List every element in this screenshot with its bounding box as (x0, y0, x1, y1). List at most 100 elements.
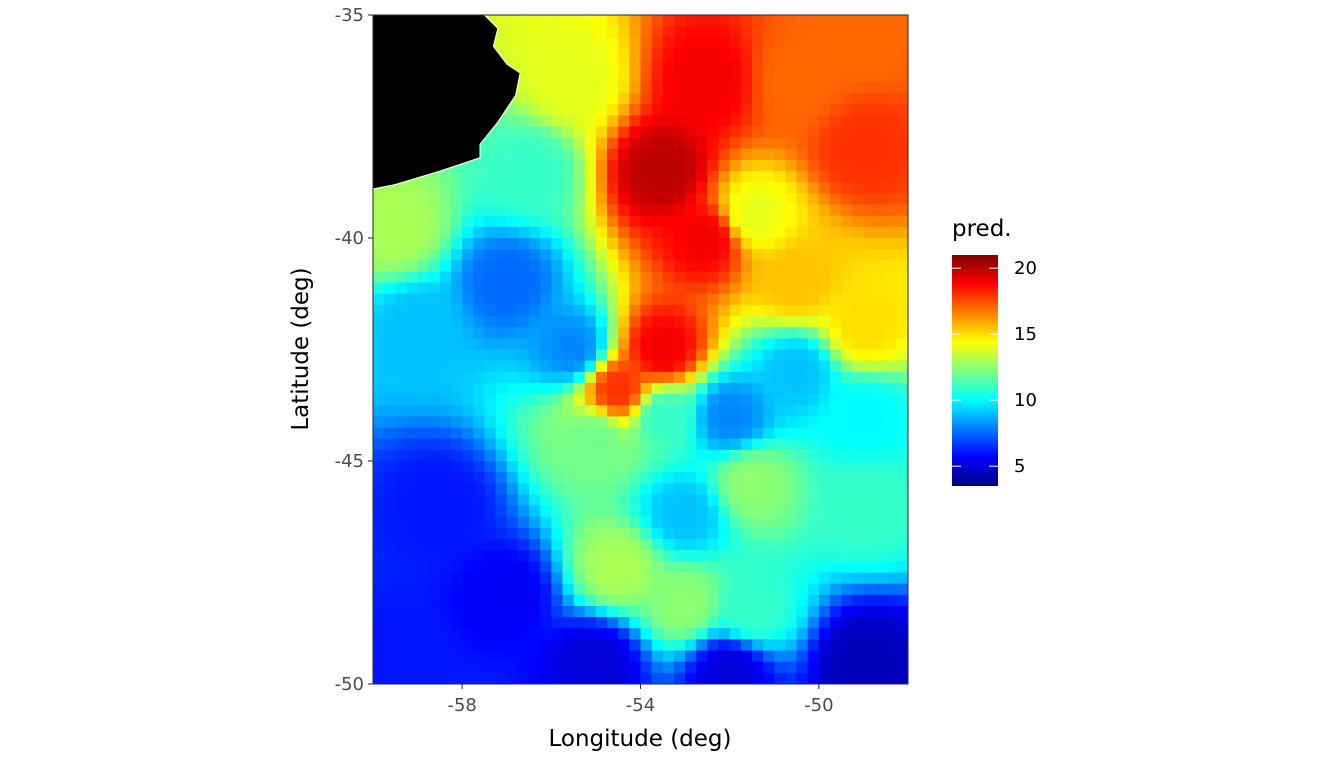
heat-cell (451, 650, 463, 663)
heat-cell (763, 505, 775, 518)
heat-cell (796, 37, 809, 50)
heat-cell (874, 438, 887, 451)
heat-cell (785, 639, 798, 652)
heat-cell (517, 561, 530, 574)
heat-cell (796, 349, 809, 362)
heat-cell (885, 605, 898, 618)
heat-cell (529, 271, 541, 284)
heat-cell (640, 617, 653, 629)
heat-cell (384, 572, 396, 585)
heat-cell (707, 516, 720, 529)
heat-cell (562, 661, 575, 674)
heat-cell (640, 137, 653, 150)
heat-cell (818, 550, 831, 562)
heat-cell (540, 427, 552, 440)
heat-cell (517, 349, 530, 362)
heat-cell (696, 293, 708, 306)
heat-cell (763, 26, 775, 38)
heat-cell (439, 182, 452, 194)
heat-cell (740, 249, 753, 261)
heat-cell (696, 371, 708, 384)
heat-cell (529, 405, 541, 417)
heat-cell (874, 15, 887, 27)
heat-cell (517, 371, 530, 384)
heat-cell (729, 238, 742, 250)
heat-cell (506, 572, 519, 585)
heat-cell (707, 661, 720, 674)
heat-cell (751, 371, 764, 384)
heat-cell (829, 516, 842, 529)
heat-cell (696, 93, 708, 105)
heat-cell (785, 171, 798, 183)
heat-cell (729, 438, 742, 451)
heat-cell (584, 472, 597, 484)
heat-cell (584, 93, 597, 105)
heat-cell (384, 650, 396, 663)
heat-cell (763, 148, 775, 161)
heat-cell (863, 304, 876, 317)
heat-cell (607, 349, 619, 362)
heat-cell (807, 104, 820, 116)
heat-cell (462, 572, 474, 585)
heat-cell (696, 494, 708, 507)
heat-cell (796, 293, 809, 306)
heat-cell (384, 260, 396, 273)
heat-cell (451, 316, 463, 328)
heat-cell (395, 293, 408, 306)
heat-cell (640, 594, 653, 607)
heat-cell (595, 70, 608, 83)
heat-cell (484, 338, 497, 351)
heat-cell (495, 349, 508, 362)
heat-cell (428, 539, 441, 551)
heat-cell (395, 282, 408, 295)
heat-cell (852, 360, 865, 373)
heat-cell (462, 215, 474, 228)
heat-cell (395, 238, 408, 250)
heat-cell (651, 316, 664, 328)
heat-cell (406, 394, 419, 406)
heat-cell (618, 628, 630, 640)
heat-cell (573, 159, 586, 172)
heat-cell (863, 349, 876, 362)
heat-cell (529, 494, 541, 507)
heat-cell (529, 483, 541, 496)
heat-cell (763, 527, 775, 540)
heat-cell (707, 561, 720, 574)
heat-cell (529, 70, 541, 83)
heat-cell (807, 349, 820, 362)
heat-cell (573, 594, 586, 607)
heat-cell (506, 382, 519, 395)
heat-cell (729, 583, 742, 596)
heat-cell (573, 249, 586, 261)
heat-cell (807, 282, 820, 295)
heat-cell (517, 249, 530, 261)
heat-cell (885, 628, 898, 640)
heat-cell (874, 48, 887, 61)
heat-cell (573, 561, 586, 574)
heat-cell (451, 672, 463, 684)
heat-cell (874, 260, 887, 273)
heat-cell (740, 449, 753, 462)
heat-cell (451, 182, 463, 194)
heat-cell (774, 416, 786, 429)
heat-cell (384, 371, 396, 384)
heat-cell (707, 182, 720, 194)
heat-cell (718, 661, 731, 674)
heat-cell (495, 438, 508, 451)
heat-cell (707, 650, 720, 663)
heat-cell (707, 371, 720, 384)
heat-cell (874, 215, 887, 228)
heat-cell (685, 583, 697, 596)
heat-cell (562, 193, 575, 206)
heat-cell (529, 26, 541, 38)
heat-cell (384, 405, 396, 417)
heat-cell (885, 483, 898, 496)
heat-cell (662, 349, 675, 362)
heat-cell (729, 472, 742, 484)
heat-cell (384, 527, 396, 540)
heat-cell (640, 561, 653, 574)
heat-cell (807, 505, 820, 518)
heat-cell (718, 271, 731, 284)
heat-cell (651, 93, 664, 105)
heat-cell (506, 126, 519, 139)
